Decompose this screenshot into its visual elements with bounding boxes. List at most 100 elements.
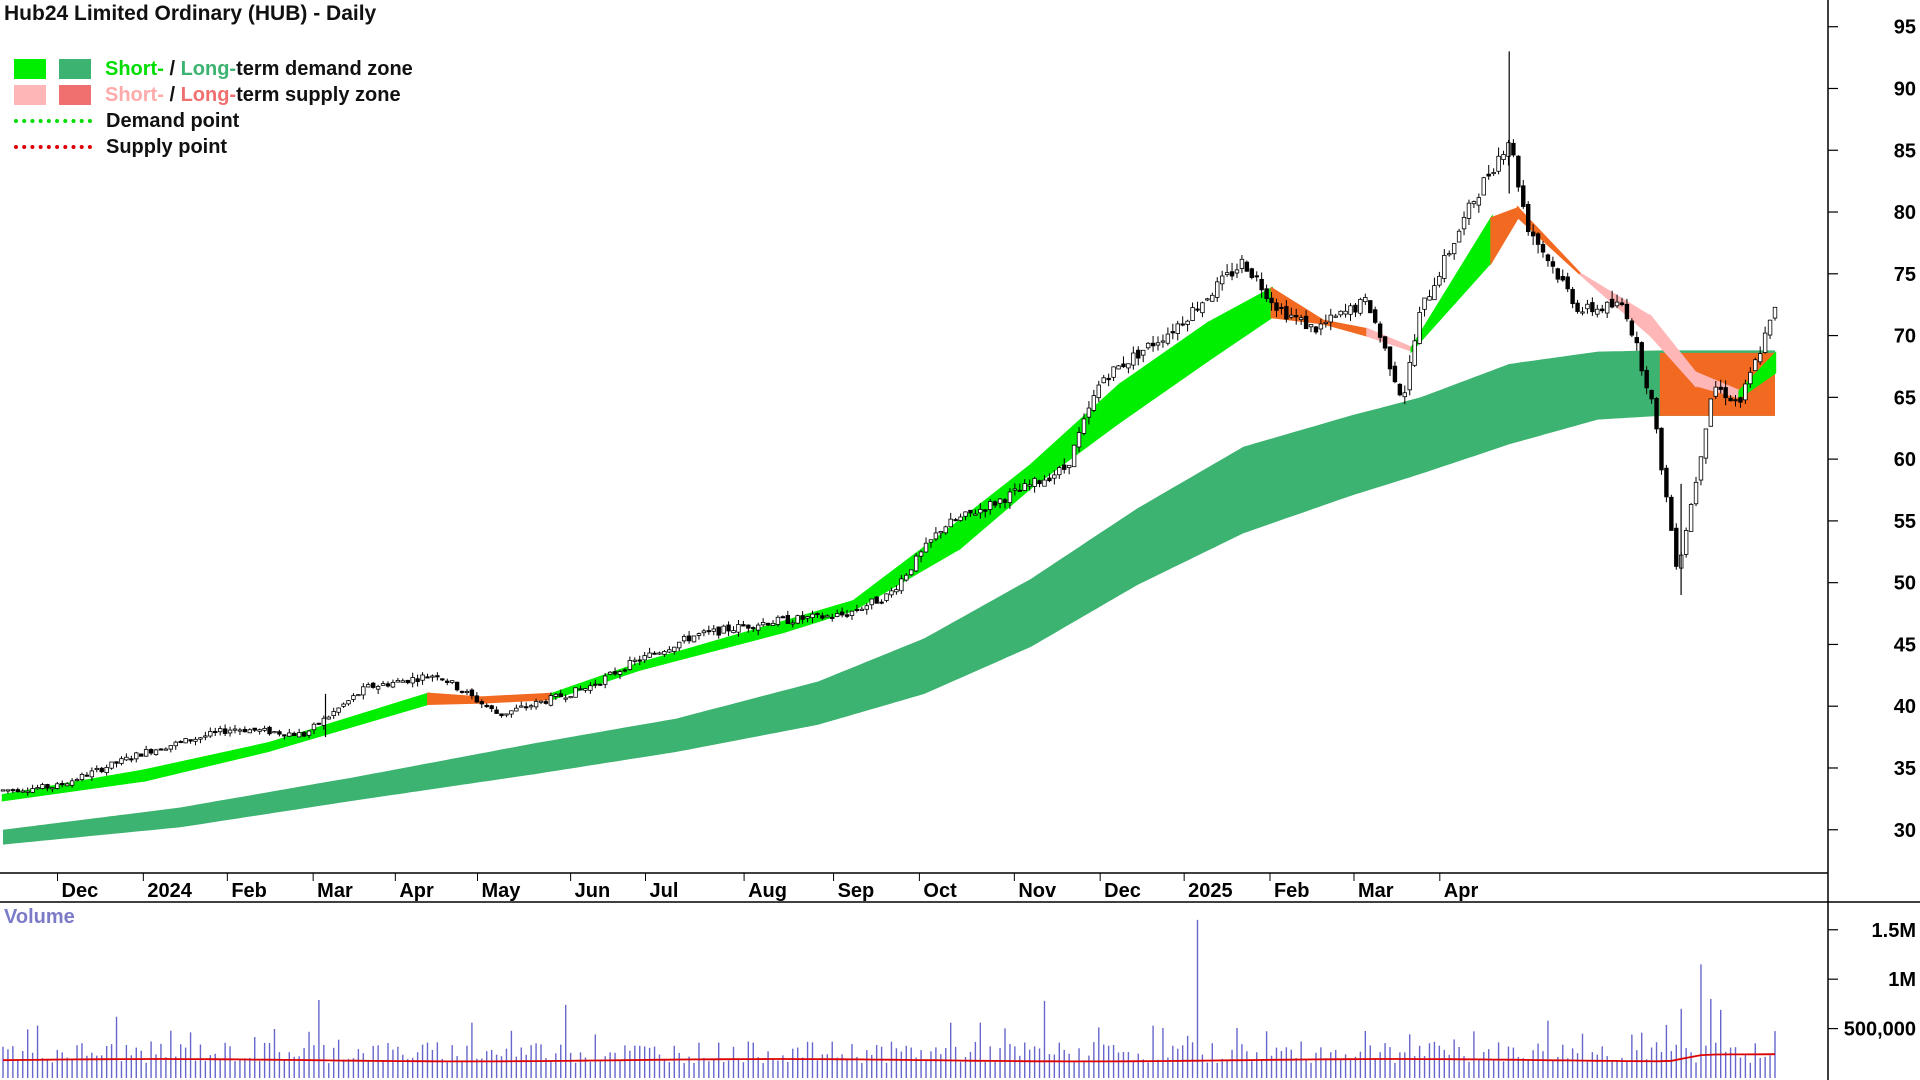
candle	[94, 765, 99, 773]
candle	[563, 694, 568, 703]
candle-body	[94, 768, 99, 771]
candle	[267, 725, 272, 736]
candle	[1535, 232, 1541, 254]
candle	[370, 681, 376, 689]
price-tick-label: 90	[1894, 78, 1916, 100]
candle-body	[573, 687, 578, 698]
candle	[1155, 336, 1161, 351]
candle	[1753, 357, 1758, 372]
candle	[262, 725, 267, 733]
candle-body	[1619, 302, 1625, 306]
candle	[1604, 301, 1610, 319]
price-tick-label: 75	[1894, 264, 1916, 286]
candle	[1298, 314, 1304, 325]
candle-body	[425, 676, 430, 679]
candle	[795, 614, 800, 625]
time-tick-label: Sep	[838, 880, 875, 902]
candle-body	[825, 615, 830, 618]
candle	[1382, 335, 1388, 351]
candle-body	[134, 752, 139, 760]
candle	[1190, 302, 1195, 322]
candle-body	[390, 682, 396, 688]
candle	[356, 694, 361, 697]
candle-body	[1580, 311, 1585, 314]
candle-body	[1757, 353, 1763, 363]
candle	[721, 624, 726, 634]
candle-body	[104, 767, 109, 773]
candle	[1570, 286, 1575, 309]
legend-supply-zone: Short- / Long-term supply zone	[14, 82, 413, 108]
candle	[1368, 300, 1373, 314]
candle-body	[346, 700, 351, 705]
candle	[173, 740, 178, 750]
candle-body	[632, 659, 637, 662]
candle	[992, 500, 998, 509]
candle-body	[913, 555, 919, 572]
candle-body	[1368, 300, 1373, 314]
candle	[277, 729, 282, 737]
candle-body	[213, 731, 218, 734]
candle-body	[1012, 488, 1018, 491]
candle	[420, 672, 425, 685]
candle-body	[1313, 326, 1319, 333]
candle	[15, 787, 21, 793]
candle	[1071, 444, 1077, 468]
candle-body	[1516, 155, 1521, 188]
candle	[1674, 523, 1679, 570]
candle-body	[1195, 308, 1200, 311]
candle	[978, 503, 983, 519]
candle-body	[464, 690, 470, 693]
candle-body	[1506, 142, 1511, 157]
candle-body	[1205, 298, 1210, 301]
candle-body	[1229, 271, 1235, 277]
candle	[1086, 401, 1092, 425]
candle	[1062, 458, 1067, 474]
candle	[430, 674, 435, 682]
candle	[1693, 476, 1699, 507]
price-tick-label: 80	[1894, 202, 1916, 224]
candle-body	[1466, 202, 1472, 219]
candle-body	[696, 633, 702, 636]
candle	[1703, 428, 1709, 464]
candle	[287, 728, 292, 737]
legend-demand-point-label: Demand point	[106, 110, 240, 132]
candle	[168, 745, 174, 753]
candle	[612, 667, 618, 676]
candle	[1274, 298, 1279, 318]
volume-tick-label: 1M	[1888, 969, 1916, 991]
candle	[1249, 267, 1254, 280]
candle	[617, 670, 623, 680]
candle-body	[637, 659, 642, 662]
candle	[834, 609, 840, 618]
candle-body	[361, 686, 366, 696]
supply-point-line-icon	[14, 145, 92, 149]
candle-body	[410, 677, 415, 684]
time-tick-label: Dec	[1104, 880, 1141, 902]
candle-body	[1190, 307, 1195, 321]
short-term-demand-segment	[143, 741, 270, 782]
candle	[1590, 297, 1595, 316]
candle	[366, 682, 371, 688]
time-tick-label: Oct	[923, 880, 957, 902]
candle-body	[1683, 530, 1689, 555]
candle-body	[598, 683, 603, 686]
candle-body	[504, 713, 509, 716]
candle	[509, 710, 514, 718]
candle	[573, 687, 578, 698]
candle-body	[336, 707, 341, 713]
long-supply-swatch	[59, 85, 91, 105]
candle	[193, 736, 198, 746]
short-term-demand-segment	[781, 599, 855, 634]
candle-body	[69, 780, 75, 786]
candle-body	[1032, 477, 1037, 487]
candle-body	[489, 705, 494, 709]
candle	[1585, 299, 1590, 314]
candle	[1091, 389, 1097, 413]
candle-body	[1713, 386, 1718, 397]
candle	[5, 789, 11, 794]
candle	[519, 701, 524, 708]
candle-body	[1718, 386, 1723, 390]
candle	[1501, 150, 1506, 165]
time-tick-label: Feb	[231, 880, 267, 902]
candle-body	[405, 679, 410, 684]
